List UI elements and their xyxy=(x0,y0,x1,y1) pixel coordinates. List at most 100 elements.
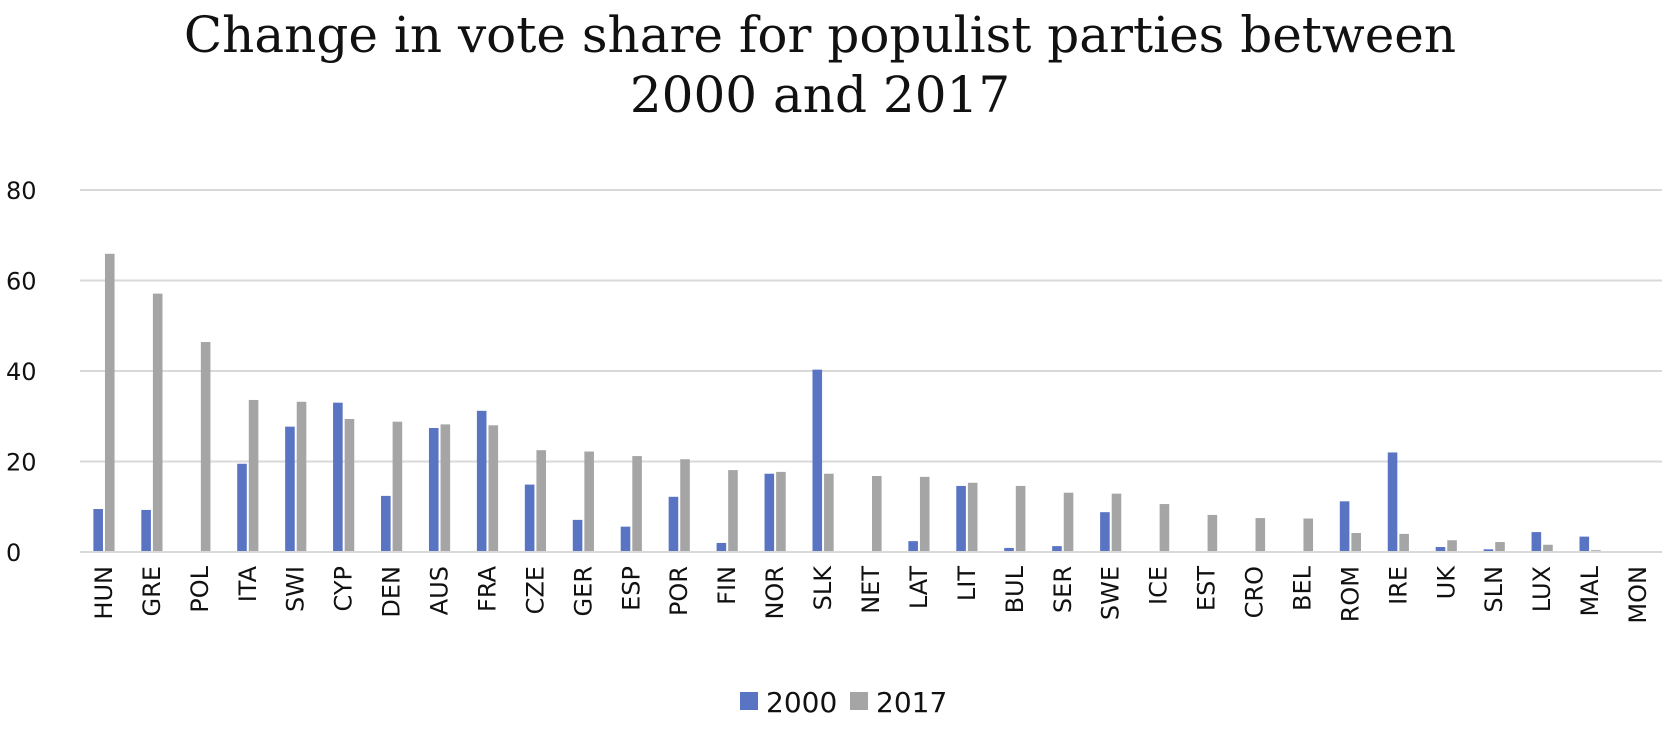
bar-2017-DEN xyxy=(392,421,403,552)
bar-2017-SLN xyxy=(1495,542,1505,552)
x-category-label: LIT xyxy=(953,566,981,601)
legend-swatch-2000 xyxy=(740,692,758,710)
x-category-label: GER xyxy=(569,566,597,616)
bar-2017-BEL xyxy=(1303,518,1314,552)
x-category-label: LAT xyxy=(905,566,933,609)
bar-2000-SWE xyxy=(1100,512,1110,552)
bar-2000-LIT xyxy=(956,485,966,552)
bars xyxy=(93,253,1601,553)
bar-2000-GER xyxy=(572,519,583,552)
x-category-label: SWI xyxy=(282,566,310,612)
bar-2000-ESP xyxy=(620,526,631,552)
x-category-label: IRE xyxy=(1384,566,1412,605)
bar-2017-GER xyxy=(584,451,594,552)
legend: 2000 2017 xyxy=(740,686,947,719)
bar-2000-BUL xyxy=(1004,547,1014,552)
bar-2000-SLK xyxy=(812,369,823,552)
bar-2000-LUX xyxy=(1531,532,1542,552)
y-tick-label: 40 xyxy=(6,358,37,386)
bar-2017-CZE xyxy=(536,450,547,552)
x-category-label: ESP xyxy=(617,566,645,611)
x-category-label: BUL xyxy=(1001,565,1029,613)
y-tick-label: 20 xyxy=(6,449,37,477)
legend-label-2000: 2000 xyxy=(766,686,837,719)
bar-2000-CYP xyxy=(333,402,343,552)
legend-label-2017: 2017 xyxy=(876,686,947,719)
bar-2017-SER xyxy=(1063,492,1074,552)
bar-2017-FIN xyxy=(728,470,738,552)
bar-2017-SWE xyxy=(1111,493,1122,552)
bar-2000-IRE xyxy=(1387,452,1398,552)
x-category-label: ITA xyxy=(234,565,262,602)
legend-swatch-2017 xyxy=(850,692,868,710)
bar-2017-EST xyxy=(1207,514,1218,552)
bar-2000-SLN xyxy=(1483,549,1494,552)
bar-2017-HUN xyxy=(104,253,115,553)
bar-2017-SWI xyxy=(296,401,307,552)
x-category-label: SWE xyxy=(1097,566,1125,620)
gridlines xyxy=(80,189,1662,463)
bar-2017-SLK xyxy=(824,473,834,552)
bar-2017-FRA xyxy=(488,425,499,552)
bar-2017-CRO xyxy=(1255,518,1266,552)
bar-2000-FIN xyxy=(716,542,727,552)
bar-2017-LAT xyxy=(919,476,930,552)
bar-2017-NET xyxy=(872,475,882,552)
x-category-label: AUS xyxy=(426,566,454,615)
x-category-label: MAL xyxy=(1576,565,1604,616)
bar-2000-AUS xyxy=(428,428,439,552)
chart-title-line-1: Change in vote share for populist partie… xyxy=(184,6,1456,64)
bar-2000-POR xyxy=(668,496,679,552)
bar-2000-FRA xyxy=(476,410,487,552)
y-axis-tick-labels: 0 20 40 60 80 xyxy=(6,177,37,567)
bar-2017-POL xyxy=(200,342,211,552)
x-category-label: CYP xyxy=(330,566,358,611)
bar-2017-LUX xyxy=(1543,544,1553,552)
chart-title-line-2: 2000 and 2017 xyxy=(630,66,1010,124)
bar-2017-AUS xyxy=(440,424,451,552)
y-tick-label: 80 xyxy=(6,177,37,205)
x-category-label: FIN xyxy=(713,566,741,605)
bar-2017-GRE xyxy=(152,293,163,552)
x-category-label: HUN xyxy=(90,566,118,620)
x-category-label: ROM xyxy=(1336,566,1364,622)
y-tick-label: 60 xyxy=(6,268,37,296)
bar-2000-DEN xyxy=(381,495,391,552)
bar-2000-UK xyxy=(1435,547,1446,552)
x-category-label: FRA xyxy=(473,565,501,612)
bar-2017-ITA xyxy=(248,399,259,552)
bar-2017-NOR xyxy=(776,471,786,552)
bar-2000-SER xyxy=(1052,546,1062,552)
x-category-label: NOR xyxy=(761,566,789,620)
bar-2017-ESP xyxy=(632,456,642,552)
x-axis-category-labels: HUN GRE POL ITA SWI CYP DEN AUS FRA CZE GER ESP POR F… xyxy=(90,565,1652,624)
x-category-label: BEL xyxy=(1288,565,1316,611)
bar-2000-ITA xyxy=(237,463,247,552)
bar-2000-LAT xyxy=(908,541,918,552)
bar-2017-ICE xyxy=(1159,504,1170,552)
bar-2017-CYP xyxy=(344,418,355,552)
x-category-label: DEN xyxy=(378,566,406,618)
x-category-label: UK xyxy=(1432,565,1460,600)
bar-2017-UK xyxy=(1447,540,1457,552)
bar-2000-NOR xyxy=(764,473,775,552)
x-category-label: SLN xyxy=(1480,566,1508,613)
x-category-label: MON xyxy=(1624,566,1652,624)
x-category-label: POL xyxy=(186,565,214,612)
x-category-label: POR xyxy=(665,566,693,616)
x-category-label: LUX xyxy=(1528,566,1556,612)
bar-2017-ROM xyxy=(1351,532,1361,552)
bar-2000-ROM xyxy=(1339,501,1350,552)
bar-2017-IRE xyxy=(1399,533,1409,552)
bar-2000-SWI xyxy=(285,426,295,552)
bar-2000-CZE xyxy=(524,484,535,552)
x-category-label: GRE xyxy=(138,566,166,616)
bar-2000-MAL xyxy=(1579,536,1590,552)
x-category-label: NET xyxy=(857,566,885,614)
chart-title: Change in vote share for populist partie… xyxy=(184,6,1456,124)
x-category-label: ICE xyxy=(1145,566,1173,605)
bar-2000-GRE xyxy=(141,509,151,552)
y-tick-label: 0 xyxy=(6,539,21,567)
bar-2017-POR xyxy=(680,459,690,552)
